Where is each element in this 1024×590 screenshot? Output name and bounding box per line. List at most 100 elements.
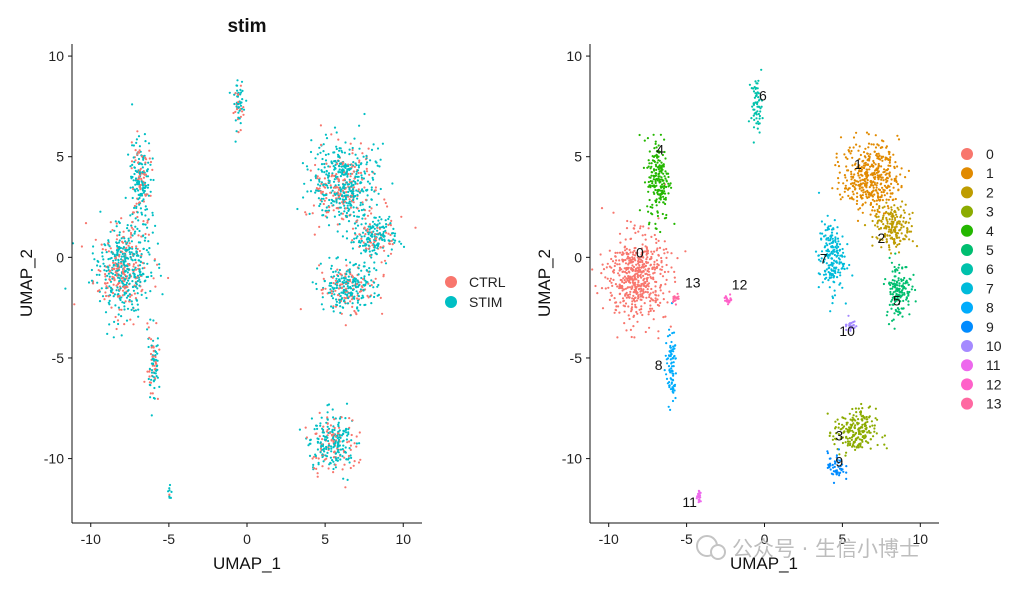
data-point [653, 186, 656, 189]
data-point [914, 288, 917, 292]
data-point [331, 174, 334, 177]
data-point [333, 160, 336, 163]
data-point [384, 219, 387, 222]
data-point [320, 163, 324, 166]
data-point [613, 311, 616, 314]
data-point [821, 281, 824, 284]
data-point [344, 196, 347, 199]
data-point [601, 263, 604, 266]
data-point [653, 233, 656, 237]
data-point [644, 233, 647, 236]
data-point [866, 189, 869, 192]
data-point [853, 173, 856, 176]
data-point [652, 291, 655, 294]
data-point [621, 285, 624, 288]
data-point [348, 148, 351, 151]
data-point [631, 256, 634, 259]
data-point [895, 175, 898, 178]
data-point [876, 225, 879, 228]
data-point [676, 257, 679, 260]
data-point [116, 251, 119, 254]
data-point [355, 442, 358, 445]
data-point [112, 283, 115, 286]
data-point [154, 354, 157, 357]
data-point [895, 213, 898, 216]
data-point [844, 184, 847, 187]
data-point [152, 349, 155, 353]
legend-key-ctrl [445, 276, 457, 288]
data-point [826, 244, 829, 247]
data-point [854, 448, 857, 451]
data-point [358, 124, 361, 127]
data-point [835, 473, 838, 476]
data-point [886, 310, 889, 313]
data-point [838, 171, 841, 174]
data-point [835, 471, 838, 474]
data-point [656, 247, 659, 250]
data-point [837, 245, 840, 248]
data-point [379, 158, 382, 161]
data-point [149, 290, 152, 293]
data-point [632, 265, 636, 269]
data-point [857, 149, 860, 152]
data-point [828, 273, 832, 276]
data-point [128, 246, 131, 249]
data-point [107, 272, 110, 275]
data-point [857, 208, 860, 211]
data-point [881, 436, 884, 439]
data-point [642, 290, 645, 293]
data-point [374, 160, 377, 163]
data-point [314, 163, 317, 167]
data-point [239, 102, 242, 105]
data-point [357, 188, 360, 191]
data-point [128, 248, 131, 251]
data-point [345, 230, 348, 233]
data-point [142, 189, 145, 192]
data-point [885, 201, 888, 204]
data-point [822, 260, 825, 264]
data-point [349, 466, 352, 470]
data-point [139, 207, 142, 210]
data-point [364, 217, 367, 220]
data-point [629, 290, 632, 293]
y-axis-title: UMAP_2 [17, 249, 36, 317]
data-point [156, 397, 159, 400]
data-point [129, 318, 132, 321]
data-point [383, 198, 386, 201]
data-point [754, 87, 757, 90]
data-point [672, 345, 675, 348]
data-point [848, 440, 851, 443]
data-point [892, 153, 895, 156]
data-point [892, 303, 895, 306]
data-point [656, 298, 659, 301]
data-point [672, 297, 675, 300]
data-point [875, 168, 878, 172]
data-point [332, 204, 335, 207]
data-point [137, 219, 140, 222]
data-point [126, 224, 129, 227]
legend-key [961, 282, 973, 295]
data-point [123, 305, 126, 308]
data-point [672, 331, 676, 334]
data-point [378, 226, 382, 229]
data-point [846, 188, 850, 191]
data-point [894, 241, 897, 244]
data-point [649, 186, 652, 189]
data-point [883, 443, 886, 446]
data-point [860, 186, 863, 189]
data-point [655, 146, 658, 149]
data-point [895, 236, 899, 239]
data-point [325, 170, 328, 173]
data-point [390, 239, 393, 242]
data-point [856, 199, 859, 202]
data-point [907, 169, 911, 172]
data-point [135, 138, 138, 141]
data-point [233, 102, 236, 106]
data-point [133, 274, 136, 278]
data-point [753, 108, 756, 111]
data-point [133, 172, 136, 176]
data-point [834, 270, 837, 273]
data-point [130, 294, 133, 297]
cluster-label: 5 [893, 293, 901, 309]
data-point [355, 189, 358, 192]
